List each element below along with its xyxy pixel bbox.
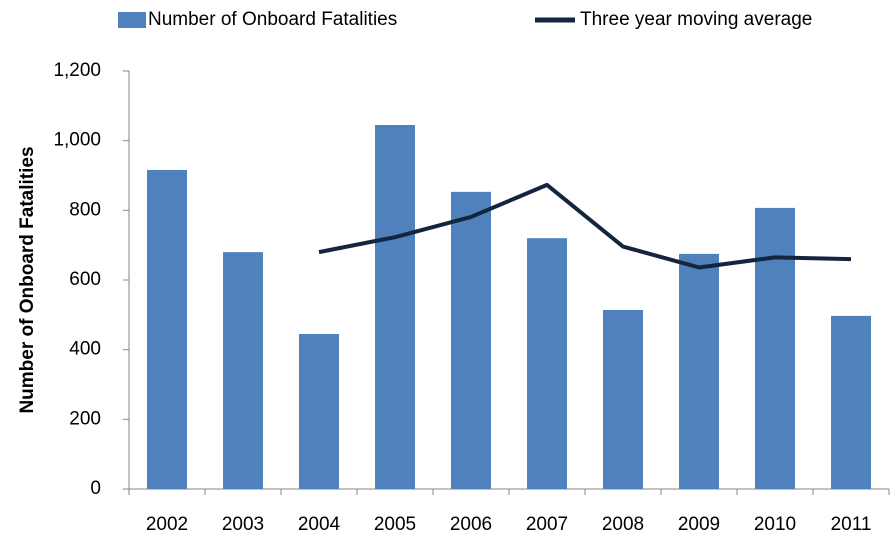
x-tick-label: 2003: [222, 514, 264, 535]
x-tick-label: 2008: [602, 514, 644, 535]
line: [318, 182, 852, 270]
y-tick-label: 400: [69, 339, 101, 360]
y-tick-label: 0: [90, 478, 101, 499]
y-tick-label: 1,000: [53, 130, 101, 151]
x-tick-label: 2002: [146, 514, 188, 535]
bar: [831, 315, 871, 489]
bar: [375, 124, 415, 489]
bar: [451, 191, 491, 489]
legend-label: Three year moving average: [580, 9, 812, 30]
bar: [527, 238, 567, 489]
x-tick-label: 2011: [831, 514, 872, 535]
y-axis-title: Number of Onboard Fatalities: [17, 146, 38, 413]
bar: [603, 309, 643, 489]
y-tick-label: 1,200: [53, 60, 101, 81]
x-tick-label: 2007: [526, 514, 568, 535]
bar: [147, 169, 187, 489]
y-tick-label: 800: [69, 199, 101, 220]
x-tick-label: 2005: [374, 514, 416, 535]
y-tick-label: 200: [69, 408, 101, 429]
x-tick-label: 2004: [298, 514, 341, 535]
bar: [679, 253, 719, 489]
legend-swatch: [118, 12, 146, 28]
y-tick-label: 600: [69, 269, 101, 290]
bar: [755, 207, 795, 489]
x-tick-label: 2009: [678, 514, 720, 535]
x-tick-label: 2006: [450, 514, 492, 535]
bar: [299, 333, 339, 489]
legend-label: Number of Onboard Fatalities: [148, 9, 397, 30]
bar: [223, 252, 263, 489]
x-tick-label: 2010: [754, 514, 796, 535]
